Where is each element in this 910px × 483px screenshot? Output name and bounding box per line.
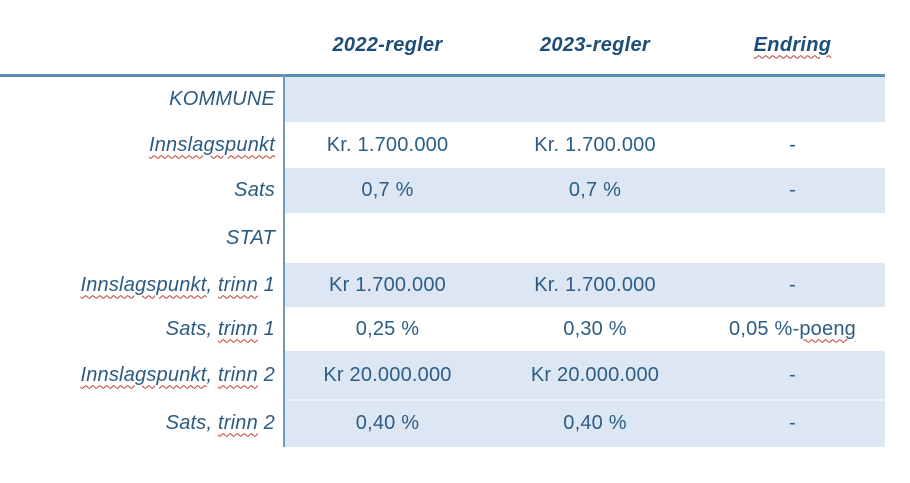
- row-label: Sats: [0, 168, 285, 213]
- row-label-text: Innslagspunkt: [80, 363, 207, 386]
- row-label: STAT: [0, 213, 285, 263]
- row-values: 0,40 % 0,40 % -: [285, 399, 885, 447]
- cell-text: 0,05 %-: [729, 317, 800, 340]
- row-label: KOMMUNE: [0, 77, 285, 122]
- cell-2022-regler: [285, 77, 490, 122]
- cell-text: Kr. 1.700.000: [534, 133, 656, 156]
- row-values: 0,7 % 0,7 % -: [285, 168, 885, 213]
- cell-text: -: [789, 363, 796, 386]
- cell-text: 0,40 %: [563, 411, 627, 434]
- header-spacer: [0, 0, 285, 74]
- cell-2023-regler: 0,7 %: [490, 168, 700, 213]
- row-values: Kr 20.000.000 Kr 20.000.000 -: [285, 351, 885, 399]
- column-header-label: 2022-regler: [332, 33, 443, 56]
- cell-2023-regler: [490, 77, 700, 122]
- column-header-endring: Endring: [700, 0, 885, 74]
- row-values: [285, 77, 885, 122]
- column-header-2023-regler: 2023-regler: [490, 0, 700, 74]
- cell-text: 0,7 %: [361, 179, 414, 201]
- row-label-text: Innslagspunkt: [148, 133, 275, 156]
- table-row: Sats, trinn 2 0,40 % 0,40 % -: [0, 399, 885, 447]
- table-header: 2022-regler 2023-regler Endring: [0, 0, 885, 77]
- cell-text: poeng: [799, 317, 856, 340]
- table-row: Sats 0,7 % 0,7 % -: [0, 168, 885, 213]
- cell-endring: [700, 213, 885, 263]
- row-label-text: trinn: [218, 273, 258, 296]
- table-section-row: KOMMUNE: [0, 77, 885, 122]
- table-row: Innslagspunkt, trinn 2 Kr 20.000.000 Kr 20…: [0, 351, 885, 399]
- cell-2023-regler: 0,40 %: [490, 399, 700, 447]
- row-label-text: 1: [257, 317, 275, 340]
- cell-2023-regler: 0,30 %: [490, 307, 700, 351]
- row-values: 0,25 % 0,30 % 0,05 %- poeng: [285, 307, 885, 351]
- column-header-label: 2023-regler: [539, 33, 651, 56]
- table-row: Sats, trinn 1 0,25 % 0,30 % 0,05 %- poeng: [0, 307, 885, 351]
- table-row: Innslagspunkt Kr. 1.700.000 Kr. 1.700.000 -: [0, 122, 885, 168]
- row-label-text: Sats: [234, 179, 275, 201]
- cell-endring: -: [700, 263, 885, 307]
- row-label-text: Sats,: [165, 411, 218, 434]
- row-values: Kr 1.700.000 Kr. 1.700.000 -: [285, 263, 885, 307]
- cell-text: -: [789, 179, 796, 201]
- row-label-text: STAT: [226, 226, 275, 249]
- cell-text: Kr 1.700.000: [329, 273, 446, 296]
- cell-text: Kr 20.000.000: [530, 363, 660, 386]
- cell-2023-regler: [490, 213, 700, 263]
- row-label-text: 2: [257, 411, 275, 434]
- row-label: Innslagspunkt, trinn 2: [0, 351, 285, 399]
- cell-text: Kr. 1.700.000: [534, 273, 656, 296]
- column-header-2022-regler: 2022-regler: [285, 0, 490, 74]
- row-label: Sats, trinn 1: [0, 307, 285, 351]
- cell-text: -: [789, 411, 796, 434]
- cell-endring: 0,05 %- poeng: [700, 307, 885, 351]
- row-label-text: ,: [206, 273, 218, 296]
- row-label-text: trinn: [218, 363, 258, 386]
- cell-text: 0,25 %: [355, 317, 420, 340]
- row-label-text: KOMMUNE: [169, 88, 275, 110]
- cell-2022-regler: Kr 20.000.000: [285, 351, 490, 399]
- cell-2022-regler: Kr. 1.700.000: [285, 122, 490, 168]
- row-label: Sats, trinn 2: [0, 399, 285, 447]
- cell-2022-regler: 0,25 %: [285, 307, 490, 351]
- cell-2023-regler: Kr. 1.700.000: [490, 263, 700, 307]
- cell-2023-regler: Kr 20.000.000: [490, 351, 700, 399]
- cell-endring: -: [700, 168, 885, 213]
- cell-text: 0,40 %: [355, 411, 420, 434]
- row-label-text: Innslagspunkt: [80, 273, 207, 296]
- row-label-text: 1: [257, 273, 275, 296]
- row-label-text: trinn: [218, 411, 258, 434]
- cell-2022-regler: 0,7 %: [285, 168, 490, 213]
- cell-endring: -: [700, 351, 885, 399]
- cell-2022-regler: 0,40 %: [285, 399, 490, 447]
- row-label-text: 2: [257, 363, 275, 386]
- table-section-row: STAT: [0, 213, 885, 263]
- cell-2022-regler: Kr 1.700.000: [285, 263, 490, 307]
- cell-2022-regler: [285, 213, 490, 263]
- row-label-text: Sats,: [165, 317, 218, 340]
- cell-endring: -: [700, 122, 885, 168]
- comparison-table: 2022-regler 2023-regler Endring KOMMUNE I…: [0, 0, 885, 447]
- row-label-text: trinn: [218, 317, 258, 340]
- row-label-text: ,: [206, 363, 218, 386]
- cell-text: -: [789, 273, 796, 296]
- cell-2023-regler: Kr. 1.700.000: [490, 122, 700, 168]
- row-label: Innslagspunkt: [0, 122, 285, 168]
- cell-text: 0,30 %: [563, 317, 627, 340]
- cell-endring: [700, 77, 885, 122]
- cell-text: Kr. 1.700.000: [326, 133, 449, 156]
- cell-endring: -: [700, 399, 885, 447]
- row-values: [285, 213, 885, 263]
- cell-text: -: [789, 133, 796, 156]
- column-header-label: Endring: [753, 33, 832, 56]
- column-divider-line: [283, 74, 285, 447]
- row-values: Kr. 1.700.000 Kr. 1.700.000 -: [285, 122, 885, 168]
- cell-text: 0,7 %: [568, 179, 622, 201]
- cell-text: Kr 20.000.000: [323, 363, 452, 386]
- table-body: KOMMUNE Innslagspunkt Kr. 1.700.000 Kr. 1.7…: [0, 77, 885, 447]
- table-row: Innslagspunkt, trinn 1 Kr 1.700.000 Kr. 1.…: [0, 263, 885, 307]
- row-label: Innslagspunkt, trinn 1: [0, 263, 285, 307]
